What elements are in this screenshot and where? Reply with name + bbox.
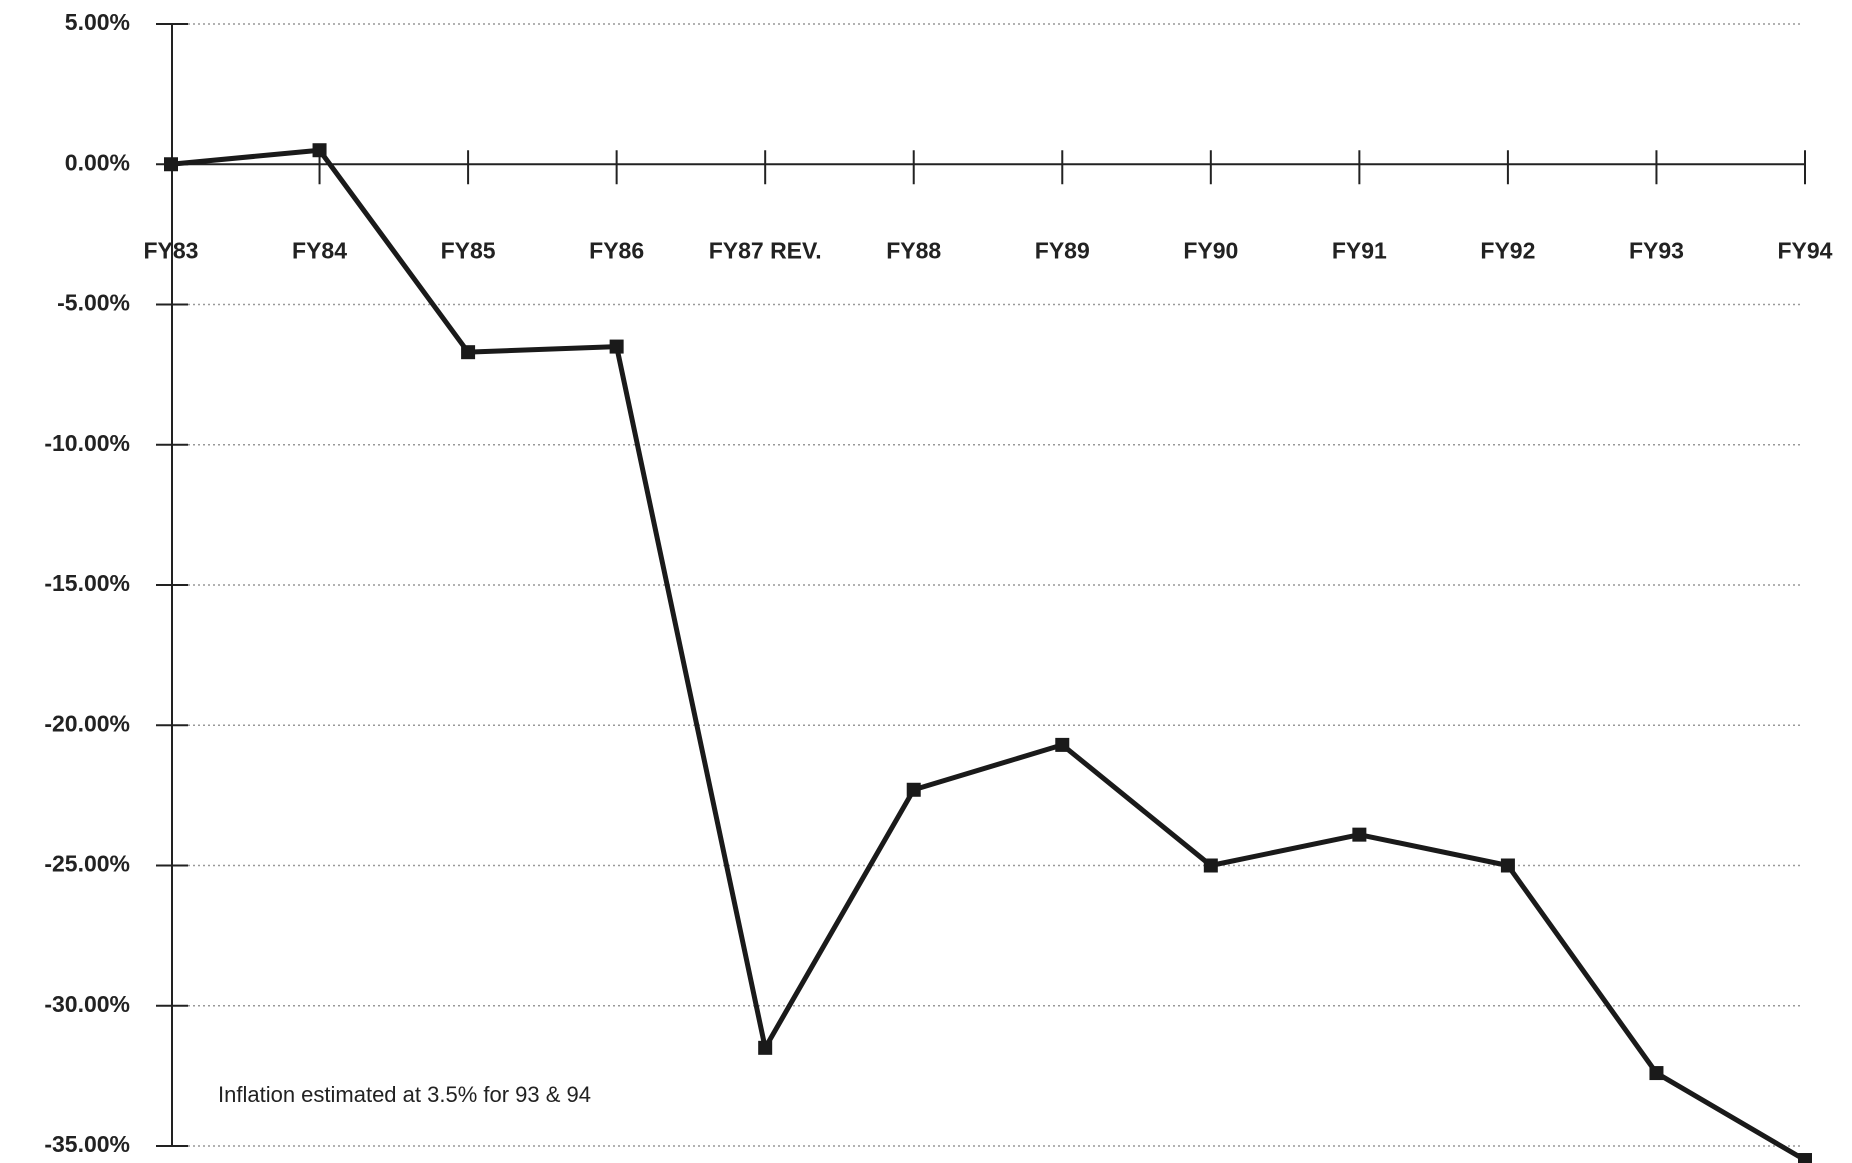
x-tick-label: FY83 [144, 237, 199, 263]
annotation: Inflation estimated at 3.5% for 93 & 94 [218, 1082, 591, 1107]
data-point [1649, 1066, 1664, 1081]
y-tick-label: -20.00% [44, 710, 130, 736]
y-tick-label: -35.00% [44, 1131, 130, 1157]
x-tick-label: FY93 [1629, 237, 1684, 263]
x-tick-label: FY86 [589, 237, 644, 263]
data-point [461, 345, 476, 360]
x-tick-label: FY85 [441, 237, 496, 263]
x-tick-label: FY84 [292, 237, 347, 263]
y-tick-label: -10.00% [44, 430, 130, 456]
data-point [164, 157, 178, 172]
data-point [1352, 827, 1367, 842]
x-tick-label: FY90 [1183, 237, 1238, 263]
data-point [758, 1040, 773, 1055]
x-tick-label: FY89 [1035, 237, 1090, 263]
x-tick-label: FY87 REV. [709, 237, 822, 263]
y-tick-label: -25.00% [44, 851, 130, 877]
y-tick-label: -5.00% [57, 290, 130, 316]
data-line [170, 147, 1807, 1163]
data-point [312, 143, 327, 158]
data-point [609, 339, 624, 354]
x-tick-label: FY94 [1778, 237, 1833, 263]
y-tick-label: 0.00% [65, 149, 130, 175]
y-tick-label: -30.00% [44, 991, 130, 1017]
data-point [1500, 858, 1515, 873]
data-point [1798, 1153, 1812, 1163]
x-tick-label: FY88 [886, 237, 941, 263]
y-tick-label: 5.00% [65, 9, 130, 35]
x-tick-label: FY91 [1332, 237, 1387, 263]
data-point [906, 782, 921, 797]
y-tick-label: -15.00% [44, 570, 130, 596]
data-point [1055, 737, 1070, 752]
data-point [1203, 858, 1218, 873]
x-tick-label: FY92 [1480, 237, 1535, 263]
